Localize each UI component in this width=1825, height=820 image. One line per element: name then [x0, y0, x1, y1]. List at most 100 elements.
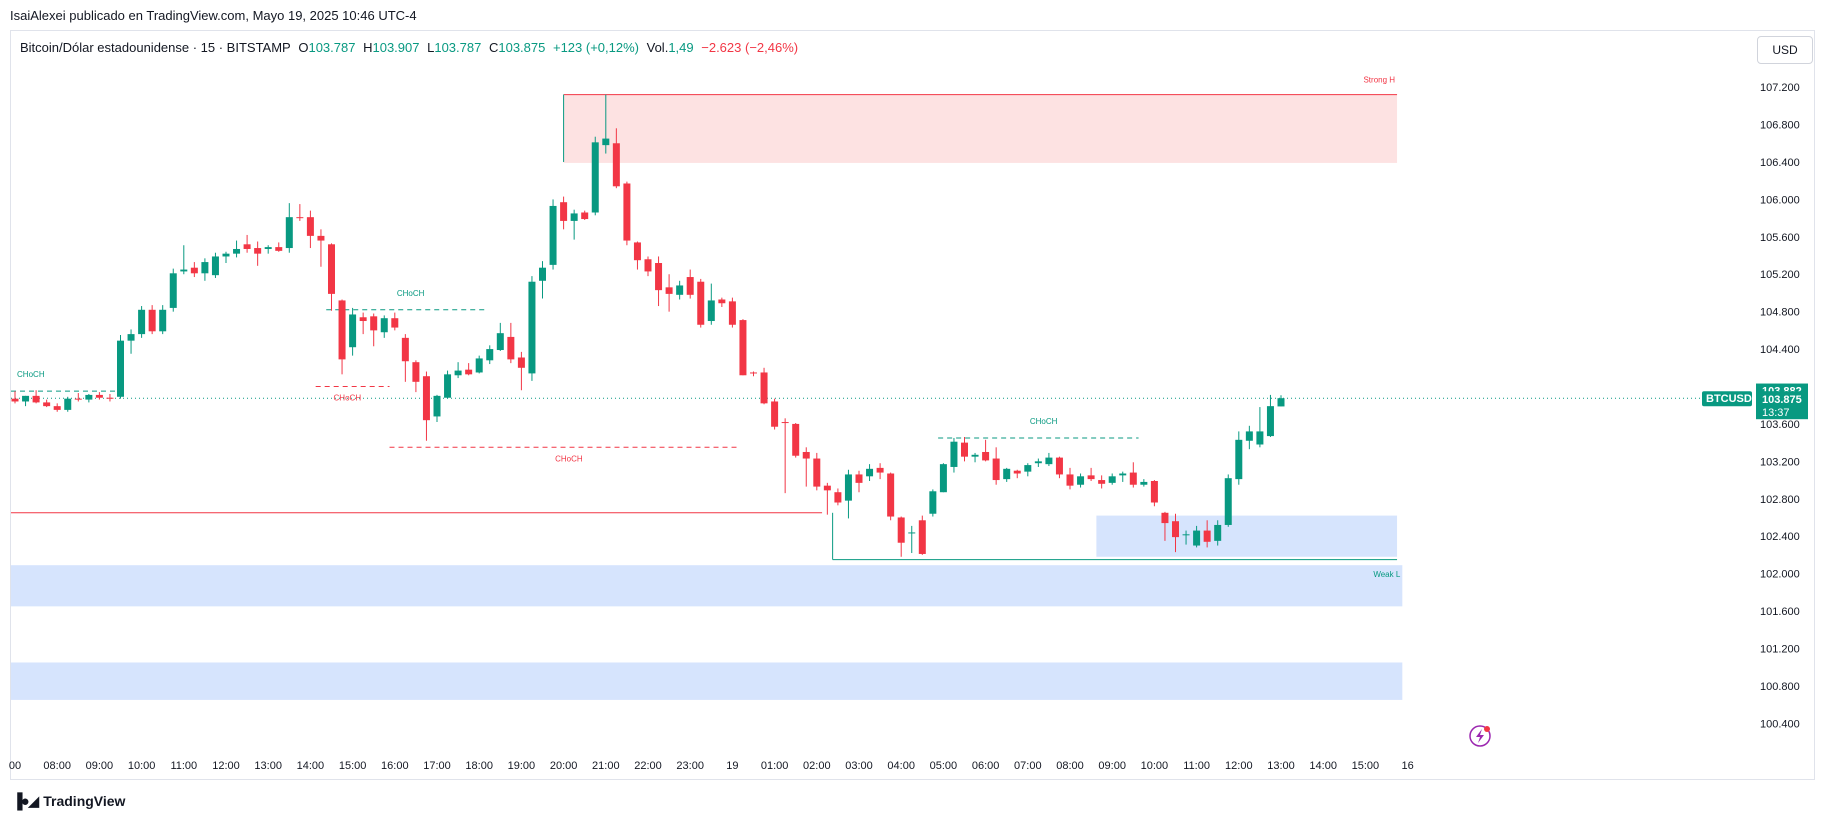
- choch-label: CHoCH: [17, 370, 45, 379]
- candle-body: [961, 443, 968, 457]
- y-tick-label: 102.400: [1760, 531, 1800, 543]
- candle-body: [581, 212, 588, 219]
- candle-body: [22, 396, 29, 402]
- candle-body: [1098, 480, 1105, 484]
- candle-body: [813, 459, 820, 487]
- candle-body: [381, 318, 388, 332]
- lightning-icon[interactable]: [1470, 726, 1490, 746]
- candle-body: [634, 242, 641, 260]
- legend-low-value: 103.787: [434, 40, 481, 55]
- x-tick-label: 13:00: [1267, 760, 1295, 772]
- candle-body: [771, 401, 778, 426]
- tradingview-logo-text: TradingView: [43, 793, 125, 809]
- x-tick-label: 13:00: [254, 760, 282, 772]
- candle-body: [866, 469, 873, 476]
- legend-volume-label: Vol.: [647, 40, 669, 55]
- lightning-icon-dot: [1484, 726, 1490, 732]
- candle-body: [1045, 458, 1052, 465]
- y-tick-label: 103.600: [1760, 419, 1800, 431]
- candle-body: [1088, 475, 1095, 479]
- legend-change: +123 (+0,12%): [553, 40, 639, 55]
- candle-body: [1067, 474, 1074, 485]
- symbol-badge-text: BTCUSD: [1706, 393, 1752, 405]
- candle-body: [54, 406, 61, 410]
- candle-body: [1161, 513, 1168, 523]
- candle-body: [180, 270, 187, 272]
- candle-body: [391, 318, 398, 327]
- y-tick-label: 105.600: [1760, 232, 1800, 244]
- candle-body: [602, 139, 609, 146]
- candle-body: [1193, 531, 1200, 546]
- candle-body: [1267, 406, 1274, 436]
- choch-label: CHoCH: [1030, 417, 1058, 426]
- y-tick-label: 106.800: [1760, 120, 1800, 132]
- candle-body: [328, 244, 335, 294]
- y-tick-label: 104.800: [1760, 307, 1800, 319]
- candle-body: [1214, 525, 1221, 541]
- candle-body: [1109, 476, 1116, 483]
- x-tick-label: 06:00: [972, 760, 1000, 772]
- candle-body: [518, 357, 525, 367]
- candle-body: [465, 370, 472, 375]
- x-tick-label: 02:00: [803, 760, 831, 772]
- x-tick-label: 09:00: [1098, 760, 1126, 772]
- x-tick-label: 10:00: [1141, 760, 1169, 772]
- tradingview-logo-icon: ▐●◢: [12, 792, 37, 810]
- x-tick-label: 22:00: [634, 760, 662, 772]
- candle-body: [476, 358, 483, 372]
- candle-body: [645, 259, 652, 271]
- candle-body: [149, 310, 156, 332]
- candle-body: [170, 273, 177, 308]
- candle-body: [128, 334, 135, 341]
- y-tick-label: 101.600: [1760, 606, 1800, 618]
- candle-body: [317, 236, 324, 241]
- candle-body: [265, 247, 272, 249]
- candle-body: [497, 333, 504, 350]
- candle-body: [85, 395, 92, 400]
- candle-body: [856, 474, 863, 482]
- y-tick-label: 102.800: [1760, 494, 1800, 506]
- x-tick-label: 14:00: [1309, 760, 1337, 772]
- x-tick-label: 11:00: [170, 760, 197, 772]
- candle-body: [792, 424, 799, 456]
- currency-button[interactable]: USD: [1757, 36, 1813, 64]
- candle-body: [919, 520, 926, 554]
- y-tick-label: 107.200: [1760, 82, 1800, 94]
- candle-body: [212, 256, 219, 275]
- x-tick-label: 17:00: [423, 760, 451, 772]
- candle-body: [950, 442, 957, 467]
- y-tick-label: 106.400: [1760, 157, 1800, 169]
- y-tick-label: 101.200: [1760, 643, 1800, 655]
- candle-body: [908, 532, 915, 533]
- candle-body: [528, 282, 535, 374]
- candle-body: [1256, 431, 1263, 444]
- tradingview-logo[interactable]: ▐●◢ TradingView: [12, 792, 125, 810]
- candle-body: [1235, 440, 1242, 479]
- legend-volume-change: −2.623 (−2,46%): [701, 40, 798, 55]
- candle-body: [423, 376, 430, 420]
- candle-body: [96, 395, 103, 398]
- candle-body: [138, 310, 145, 334]
- candle-body: [1003, 469, 1010, 479]
- candle-body: [1278, 398, 1285, 406]
- x-tick-label: 04:00: [887, 760, 915, 772]
- y-tick-label: 100.800: [1760, 681, 1800, 693]
- y-tick-label: 105.200: [1760, 269, 1800, 281]
- candle-body: [613, 143, 620, 186]
- candle-body: [1119, 474, 1126, 476]
- candle-body: [233, 249, 240, 254]
- candle-body: [275, 247, 282, 251]
- candle-body: [254, 248, 261, 254]
- y-tick-label: 106.000: [1760, 194, 1800, 206]
- y-tick-label: 104.400: [1760, 344, 1800, 356]
- candle-body: [307, 217, 314, 236]
- candle-body: [761, 372, 768, 403]
- symbol-badge: BTCUSD: [1702, 391, 1752, 406]
- x-tick-label: 16:00: [381, 760, 409, 772]
- x-tick-label: 16: [1401, 760, 1413, 772]
- candle-body: [223, 254, 230, 257]
- candle-body: [929, 491, 936, 513]
- candle-body: [159, 310, 166, 332]
